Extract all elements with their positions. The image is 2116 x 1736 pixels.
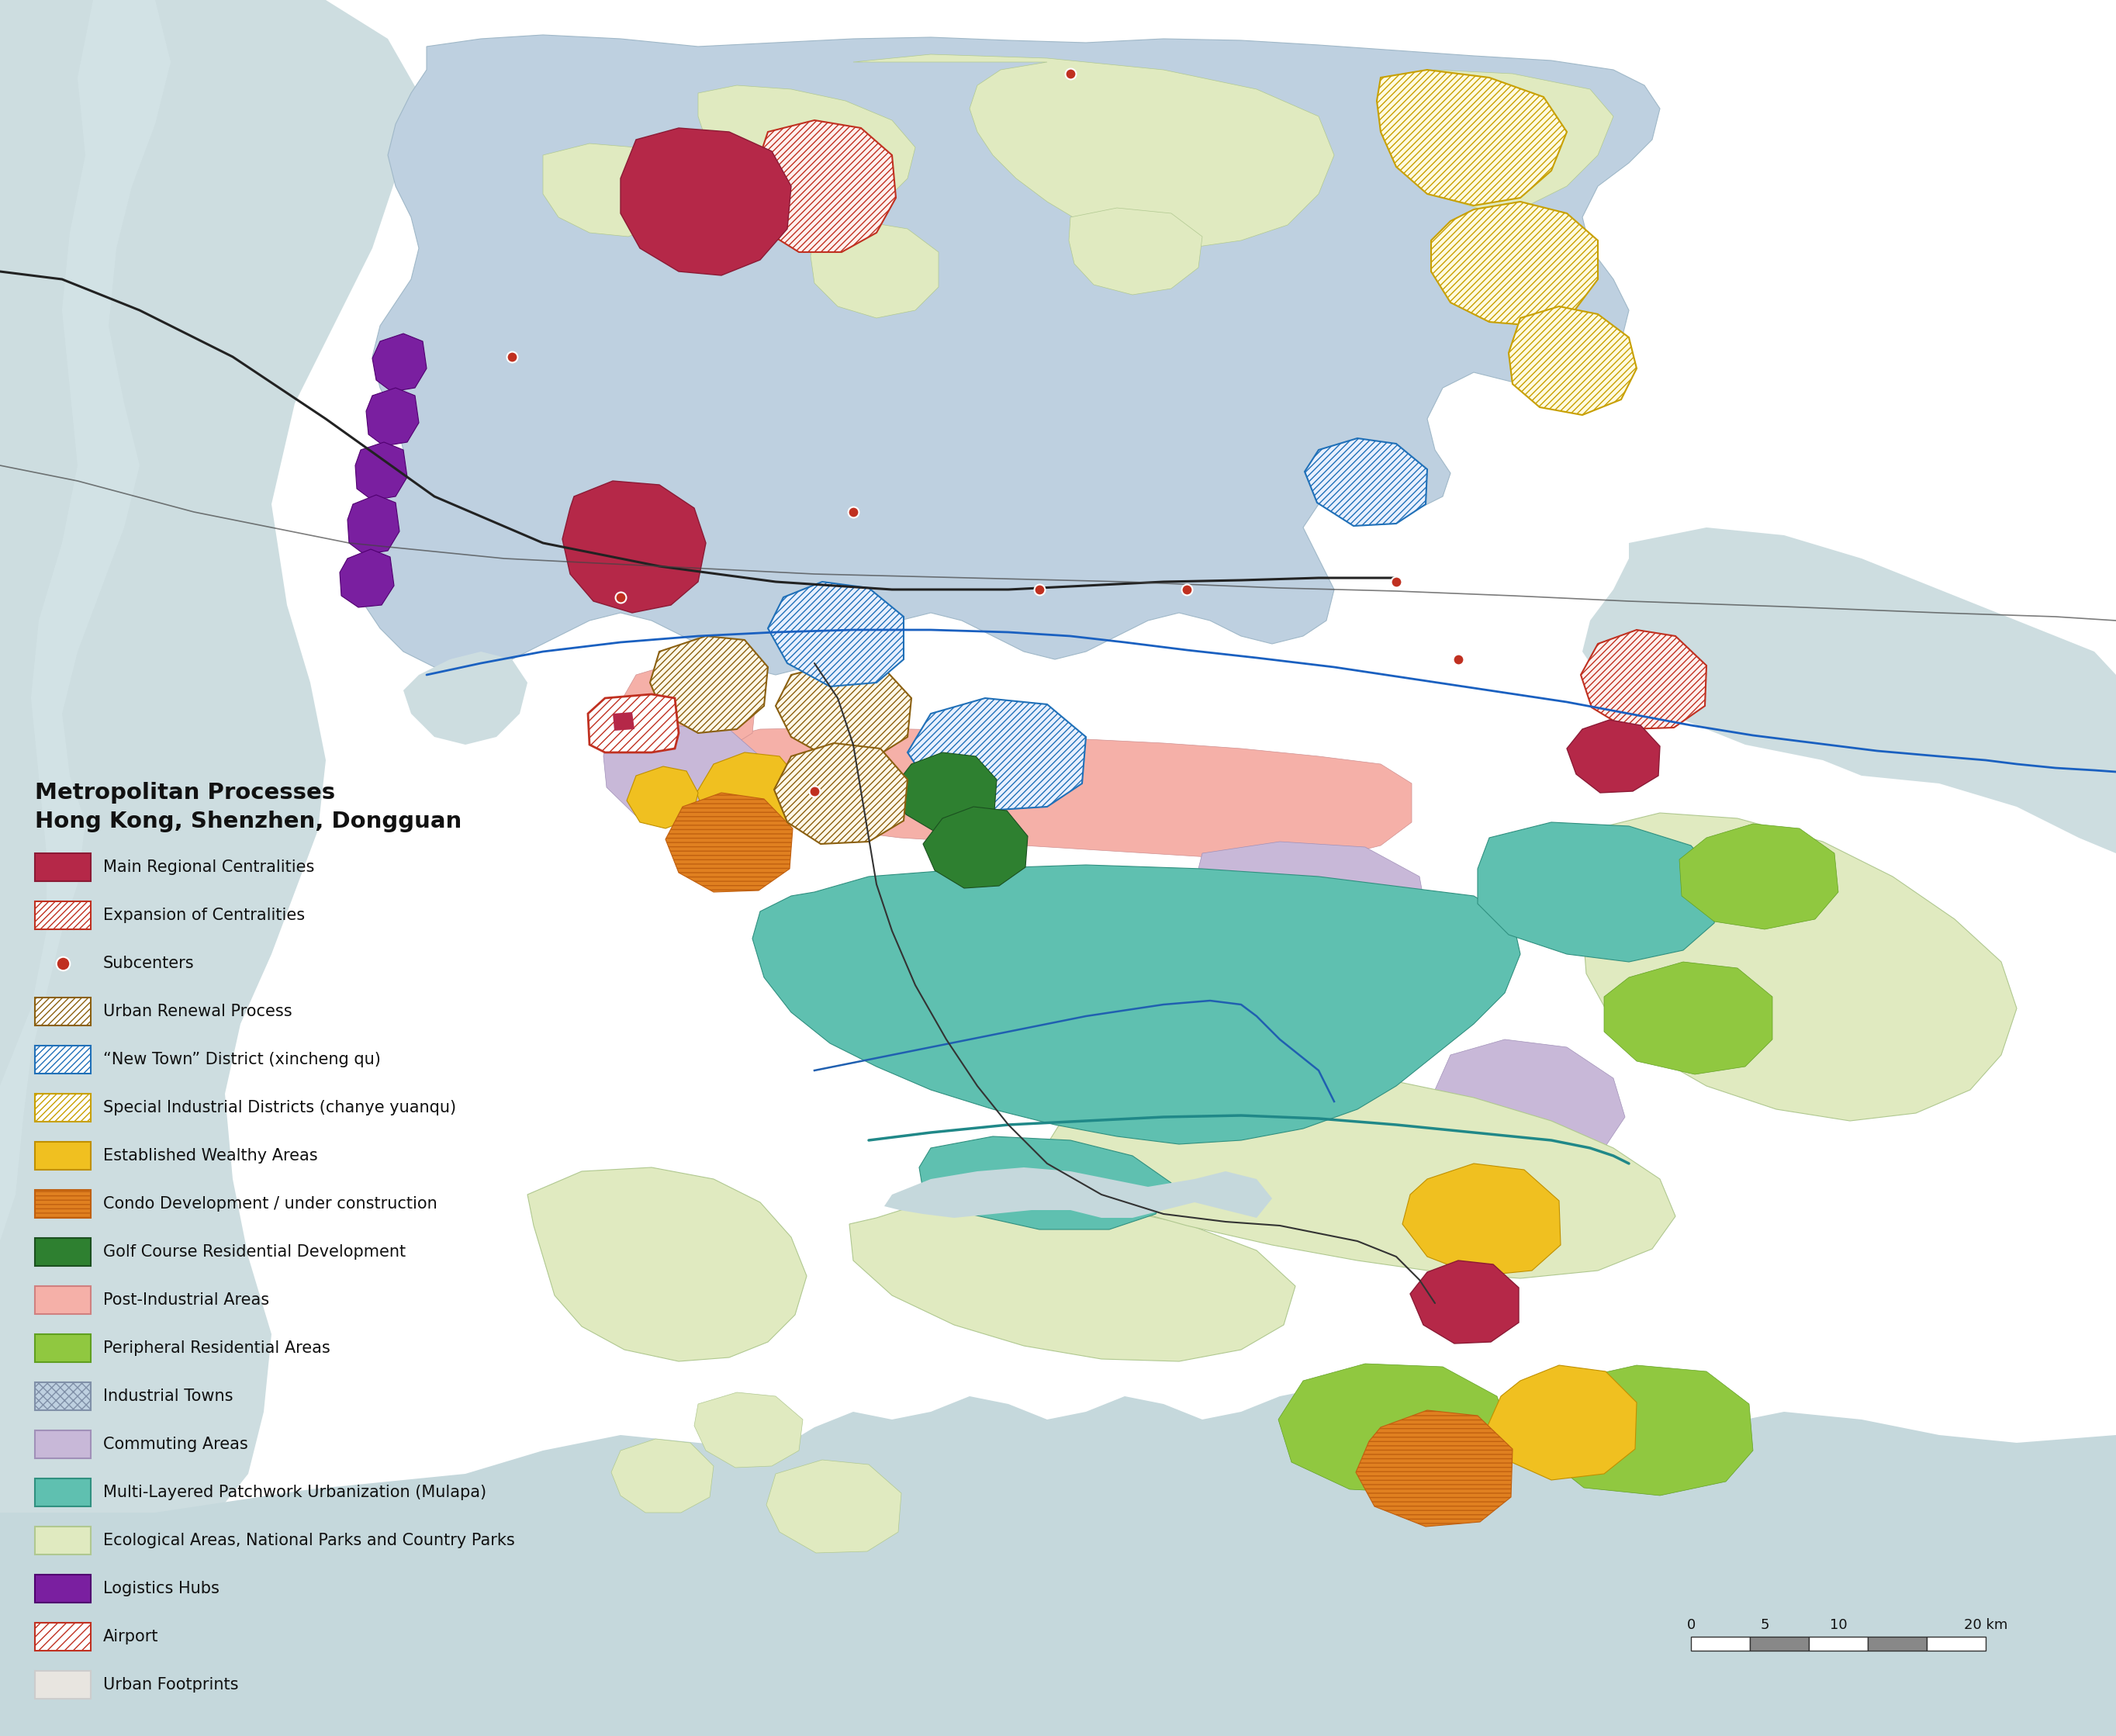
Polygon shape: [1356, 1410, 1513, 1526]
Point: [1054, 59, 1088, 87]
Bar: [1868, 1637, 1928, 1651]
Polygon shape: [853, 54, 1333, 248]
Polygon shape: [620, 661, 755, 753]
Bar: [34, 1382, 91, 1410]
Text: Golf Course Residential Development: Golf Course Residential Development: [104, 1245, 406, 1260]
Text: 0: 0: [1686, 1618, 1695, 1632]
Polygon shape: [1477, 823, 1722, 962]
Text: Post-Industrial Areas: Post-Industrial Areas: [104, 1292, 269, 1307]
Text: Metropolitan Processes: Metropolitan Processes: [34, 781, 334, 804]
Bar: [1809, 1637, 1868, 1651]
Polygon shape: [1488, 1364, 1636, 1481]
Text: 20 km: 20 km: [1964, 1618, 2008, 1632]
Bar: [34, 1238, 91, 1266]
Bar: [34, 1430, 91, 1458]
Bar: [1928, 1637, 1985, 1651]
Polygon shape: [918, 1137, 1172, 1229]
Point: [1441, 646, 1475, 674]
Bar: [34, 1045, 91, 1073]
Polygon shape: [626, 766, 698, 828]
Polygon shape: [1543, 1364, 1752, 1495]
Bar: [34, 1094, 91, 1121]
Polygon shape: [1278, 1364, 1513, 1493]
Bar: [34, 1286, 91, 1314]
Point: [603, 583, 637, 611]
Point: [836, 498, 870, 526]
Text: Urban Renewal Process: Urban Renewal Process: [104, 1003, 292, 1019]
Polygon shape: [1403, 1163, 1562, 1276]
Polygon shape: [1509, 306, 1636, 415]
Polygon shape: [698, 85, 916, 214]
Polygon shape: [667, 793, 794, 892]
Polygon shape: [347, 495, 400, 554]
Text: Airport: Airport: [104, 1628, 159, 1644]
Polygon shape: [1380, 69, 1612, 210]
Polygon shape: [0, 1389, 2116, 1736]
Polygon shape: [527, 1167, 806, 1361]
Bar: [1750, 1637, 1809, 1651]
Polygon shape: [0, 0, 171, 1241]
Polygon shape: [544, 144, 675, 236]
Text: Special Industrial Districts (chanye yuanqu): Special Industrial Districts (chanye yua…: [104, 1101, 457, 1116]
Text: Main Regional Centralities: Main Regional Centralities: [104, 859, 315, 875]
Polygon shape: [0, 0, 2116, 1512]
Polygon shape: [1583, 528, 2116, 854]
Point: [1022, 576, 1056, 604]
Text: 10: 10: [1830, 1618, 1847, 1632]
Bar: [34, 1575, 91, 1602]
Polygon shape: [753, 120, 895, 252]
Polygon shape: [777, 663, 912, 759]
Polygon shape: [766, 1460, 901, 1554]
Polygon shape: [341, 549, 394, 608]
Polygon shape: [696, 752, 802, 838]
Polygon shape: [603, 726, 760, 826]
Polygon shape: [1047, 1066, 1676, 1278]
Polygon shape: [563, 481, 707, 613]
Bar: [34, 1335, 91, 1363]
Text: Condo Development / under construction: Condo Development / under construction: [104, 1196, 438, 1212]
Polygon shape: [893, 752, 997, 832]
Polygon shape: [1680, 825, 1839, 929]
Text: Hong Kong, Shenzhen, Dongguan: Hong Kong, Shenzhen, Dongguan: [34, 811, 461, 832]
Polygon shape: [694, 727, 1411, 861]
Polygon shape: [366, 387, 419, 446]
Polygon shape: [774, 743, 908, 844]
Bar: [34, 1670, 91, 1700]
Text: Multi-Layered Patchwork Urbanization (Mulapa): Multi-Layered Patchwork Urbanization (Mu…: [104, 1484, 487, 1500]
Point: [47, 950, 80, 977]
Polygon shape: [923, 807, 1028, 889]
Bar: [34, 998, 91, 1026]
Polygon shape: [0, 0, 419, 1512]
Bar: [34, 1623, 91, 1651]
Point: [1380, 568, 1413, 595]
Polygon shape: [620, 128, 791, 276]
Text: 5: 5: [1761, 1618, 1769, 1632]
Bar: [1691, 1637, 1750, 1651]
Text: Expansion of Centralities: Expansion of Centralities: [104, 908, 305, 924]
Polygon shape: [849, 1198, 1295, 1361]
Polygon shape: [1435, 1040, 1625, 1167]
Polygon shape: [372, 333, 427, 392]
Polygon shape: [884, 1167, 1272, 1219]
Bar: [34, 901, 91, 929]
Polygon shape: [768, 582, 904, 686]
Polygon shape: [1583, 812, 2017, 1121]
Text: Industrial Towns: Industrial Towns: [104, 1389, 233, 1404]
Point: [798, 778, 832, 806]
Text: Urban Footprints: Urban Footprints: [104, 1677, 239, 1693]
Polygon shape: [1409, 1260, 1519, 1344]
Text: Commuting Areas: Commuting Areas: [104, 1437, 248, 1451]
Polygon shape: [612, 1439, 713, 1512]
Polygon shape: [588, 694, 679, 752]
Bar: [34, 854, 91, 882]
Polygon shape: [753, 865, 1519, 1144]
Polygon shape: [358, 35, 1659, 675]
Bar: [34, 1479, 91, 1507]
Point: [495, 344, 529, 372]
Polygon shape: [694, 1392, 802, 1467]
Polygon shape: [355, 443, 406, 500]
Polygon shape: [650, 635, 768, 733]
Text: Peripheral Residential Areas: Peripheral Residential Areas: [104, 1340, 330, 1356]
Point: [1170, 576, 1204, 604]
